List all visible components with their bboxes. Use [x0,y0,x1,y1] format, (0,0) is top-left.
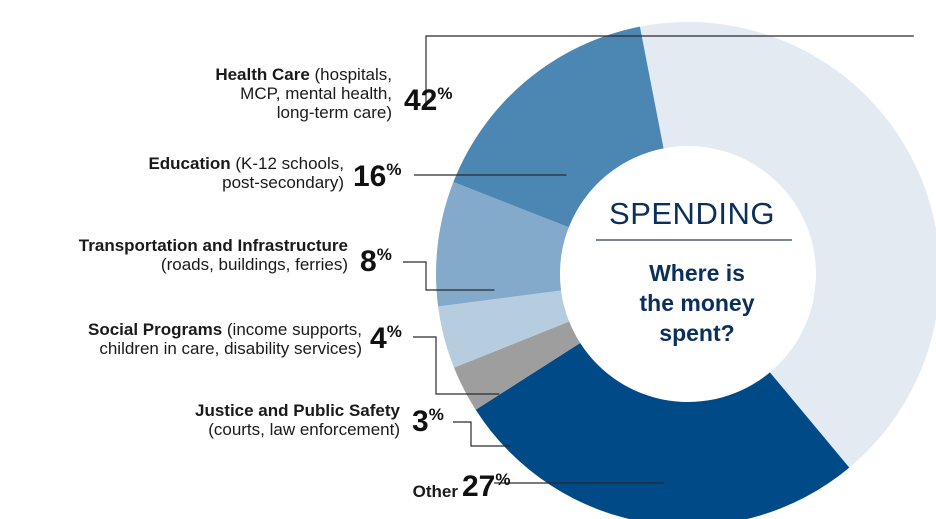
label-education-name: Education [148,154,231,173]
pct-other-sign: % [495,470,511,489]
label-social-line2: children in care, disability services) [99,339,362,358]
leader-line-justice [453,421,511,447]
center-line1: Where is [649,260,745,286]
label-health-name: Health Care [215,65,310,84]
label-health-line2: MCP, mental health, [240,84,392,103]
pct-other: 27% [462,470,511,503]
slice-education [453,26,664,228]
center-title: SPENDING [609,196,775,231]
label-health: Health Care (hospitals, MCP, mental heal… [215,65,392,122]
pct-education-sign: % [386,160,402,179]
label-other-name: Other [412,482,458,501]
pct-transport-sign: % [376,245,392,264]
center-line3: spent? [659,320,735,346]
label-justice-line2: (courts, law enforcement) [208,420,400,439]
pct-social-sign: % [386,322,402,341]
pct-other-value: 27 [462,470,496,503]
label-transport-line2: (roads, buildings, ferries) [160,255,348,274]
pct-transport: 8% [360,245,392,278]
label-education: Education (K-12 schools, post-secondary) [148,154,344,192]
label-justice-name: Justice and Public Safety [194,401,400,420]
label-justice: Justice and Public Safety (courts, law e… [195,401,400,439]
pct-justice: 3% [412,405,444,438]
slice-justice [454,321,581,410]
pct-justice-value: 3 [412,405,429,438]
pct-health-sign: % [437,84,453,103]
label-transport-name: Transportation and Infrastructure [78,236,348,255]
label-social-name: Social Programs [87,320,223,339]
slice-transport [436,182,569,307]
label-transport: Transportation and Infrastructure (roads… [79,236,348,274]
label-education-rest: (K-12 schools, [230,154,344,173]
pct-health-value: 42 [404,84,438,117]
pct-social-value: 4 [370,322,387,355]
pct-education: 16% [353,160,402,193]
label-social-rest: (income supports, [222,320,362,339]
pct-health: 42% [404,84,453,117]
pct-social: 4% [370,322,402,355]
slice-health [639,22,936,468]
center-divider [596,239,792,241]
label-health-rest: (hospitals, [309,65,392,84]
label-other: Other [413,482,458,501]
center-subtitle: Where is the money spent? [592,258,802,348]
slice-other [475,342,850,519]
pct-education-value: 16 [353,160,387,193]
label-health-line3: long-term care) [276,103,392,122]
pct-transport-value: 8 [360,245,377,278]
label-social: Social Programs (income supports, childr… [88,320,362,358]
center-line2: the money [639,290,755,316]
label-education-line2: post-secondary) [222,173,344,192]
slice-social [438,290,570,368]
leader-line-social [413,336,500,395]
leader-line-health [425,35,914,110]
leader-line-transport [403,261,495,291]
pct-justice-sign: % [428,405,444,424]
